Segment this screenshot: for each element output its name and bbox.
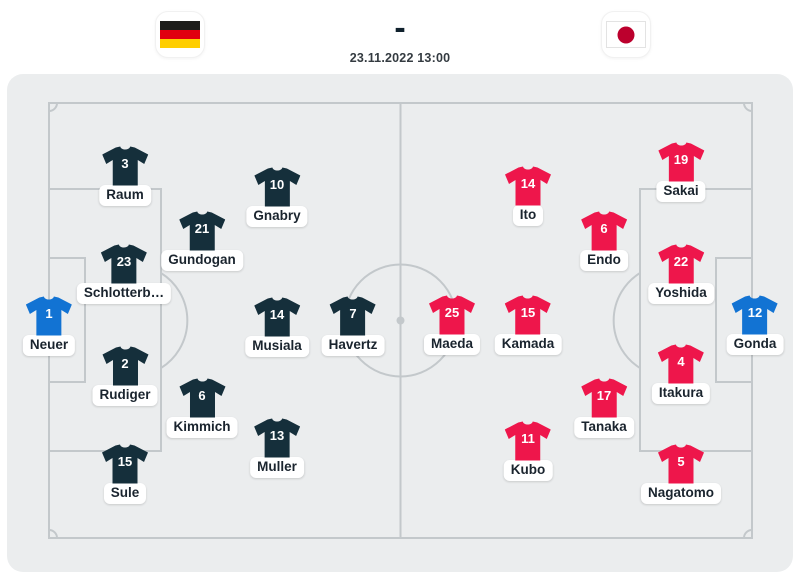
- player-name-label: Ito: [512, 205, 544, 226]
- jersey-number: 2: [121, 356, 129, 371]
- player-name-label: Muller: [250, 457, 304, 478]
- jersey-icon: 23: [100, 244, 147, 284]
- player-home-4[interactable]: 2 Rudiger: [92, 346, 158, 406]
- player-home-9[interactable]: 14 Musiala: [245, 297, 309, 357]
- jersey-number: 15: [117, 454, 133, 469]
- jersey-icon: 2: [101, 346, 148, 386]
- jersey-icon: 10: [253, 167, 300, 207]
- player-name-label: Kubo: [503, 460, 553, 481]
- player-name-label: Havertz: [321, 335, 385, 356]
- jersey-number: 5: [677, 454, 685, 469]
- kickoff-datetime: 23.11.2022 13:00: [349, 51, 451, 65]
- player-home-3[interactable]: 23 Schlotterb…: [76, 244, 172, 304]
- jersey-icon: 1: [25, 296, 72, 336]
- player-home-5[interactable]: 15 Sule: [102, 444, 148, 504]
- player-away-8[interactable]: 14 Ito: [505, 166, 551, 226]
- player-name-label: Sule: [103, 483, 147, 504]
- jersey-number: 23: [116, 254, 132, 269]
- jersey-icon: 19: [658, 142, 704, 182]
- player-away-9[interactable]: 15 Kamada: [494, 295, 562, 355]
- jersey-number: 3: [121, 156, 129, 171]
- jersey-number: 19: [673, 152, 689, 167]
- jersey-number: 7: [349, 306, 357, 321]
- player-away-2[interactable]: 19 Sakai: [656, 142, 706, 202]
- player-name-label: Schlotterb…: [76, 283, 172, 304]
- jersey-icon: 6: [178, 378, 225, 418]
- jersey-number: 1: [45, 306, 53, 321]
- player-home-7[interactable]: 6 Kimmich: [166, 378, 238, 438]
- jersey-number: 25: [444, 305, 460, 320]
- away-team-flag[interactable]: [601, 11, 651, 58]
- jersey-number: 6: [198, 388, 206, 403]
- player-home-2[interactable]: 3 Raum: [99, 146, 151, 206]
- score-separator: -: [394, 9, 406, 47]
- player-name-label: Sakai: [656, 181, 706, 202]
- jersey-icon: 13: [253, 418, 300, 458]
- jersey-number: 4: [677, 354, 685, 369]
- jersey-icon: 3: [101, 146, 148, 186]
- jersey-icon: 6: [581, 211, 627, 251]
- player-home-11[interactable]: 7 Havertz: [321, 296, 385, 356]
- player-away-5[interactable]: 5 Nagatomo: [640, 444, 722, 504]
- jersey-number: 13: [269, 428, 285, 443]
- player-name-label: Neuer: [22, 335, 76, 356]
- jersey-icon: 22: [657, 244, 704, 284]
- player-home-10[interactable]: 13 Muller: [250, 418, 304, 478]
- player-name-label: Maeda: [423, 334, 481, 355]
- jersey-icon: 14: [254, 297, 300, 337]
- player-name-label: Gonda: [726, 334, 784, 355]
- player-away-7[interactable]: 17 Tanaka: [574, 378, 634, 438]
- player-name-label: Musiala: [245, 336, 309, 357]
- jersey-number: 22: [673, 254, 689, 269]
- player-away-4[interactable]: 4 Itakura: [651, 344, 711, 404]
- player-name-label: Itakura: [651, 383, 711, 404]
- player-home-6[interactable]: 21 Gundogan: [161, 211, 243, 271]
- player-name-label: Rudiger: [92, 385, 158, 406]
- player-home-8[interactable]: 10 Gnabry: [246, 167, 308, 227]
- jersey-icon: 15: [102, 444, 148, 484]
- jersey-icon: 17: [581, 378, 627, 418]
- jersey-icon: 21: [179, 211, 225, 251]
- player-name-label: Endo: [580, 250, 628, 271]
- jersey-number: 17: [596, 388, 612, 403]
- player-name-label: Yoshida: [648, 283, 714, 304]
- jersey-icon: 11: [505, 421, 551, 461]
- player-name-label: Gundogan: [161, 250, 243, 271]
- jersey-icon: 7: [330, 296, 376, 336]
- germany-flag-icon: [160, 21, 200, 48]
- player-away-3[interactable]: 22 Yoshida: [648, 244, 714, 304]
- player-away-1[interactable]: 12 Gonda: [726, 295, 784, 355]
- player-home-1[interactable]: 1 Neuer: [22, 296, 76, 356]
- jersey-number: 12: [747, 305, 763, 320]
- jersey-number: 11: [521, 431, 535, 446]
- player-name-label: Raum: [99, 185, 151, 206]
- player-name-label: Kamada: [494, 334, 562, 355]
- player-away-11[interactable]: 25 Maeda: [423, 295, 481, 355]
- jersey-icon: 5: [657, 444, 704, 484]
- japan-flag-icon: [606, 21, 646, 48]
- jersey-icon: 14: [505, 166, 551, 206]
- jersey-number: 15: [520, 305, 536, 320]
- player-name-label: Gnabry: [246, 206, 308, 227]
- player-name-label: Tanaka: [574, 417, 634, 438]
- jersey-icon: 25: [429, 295, 475, 335]
- player-away-6[interactable]: 6 Endo: [580, 211, 628, 271]
- jersey-number: 14: [269, 307, 285, 322]
- player-name-label: Nagatomo: [640, 483, 722, 504]
- jersey-number: 10: [269, 177, 285, 192]
- jersey-icon: 4: [658, 344, 704, 384]
- player-away-10[interactable]: 11 Kubo: [503, 421, 553, 481]
- player-name-label: Kimmich: [166, 417, 238, 438]
- jersey-icon: 15: [505, 295, 551, 335]
- jersey-icon: 12: [732, 295, 778, 335]
- jersey-number: 21: [194, 221, 210, 236]
- jersey-number: 6: [600, 221, 608, 236]
- jersey-number: 14: [520, 176, 536, 191]
- home-team-flag[interactable]: [155, 11, 205, 58]
